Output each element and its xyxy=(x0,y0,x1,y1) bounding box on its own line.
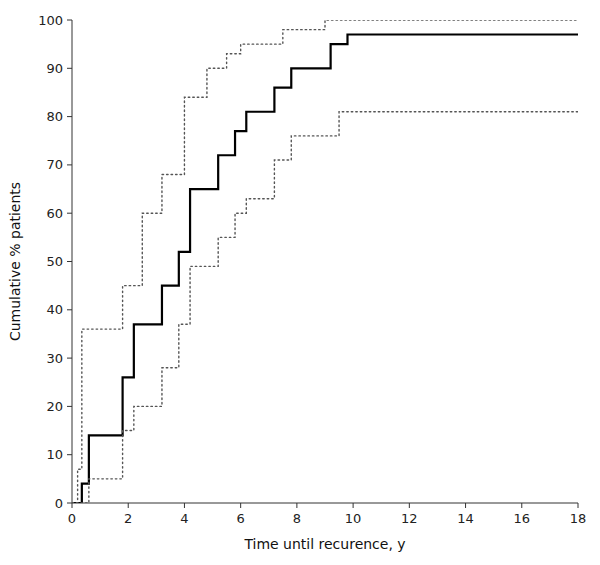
y-tick-label: 60 xyxy=(46,206,63,221)
x-tick xyxy=(521,503,522,508)
y-tick-label: 20 xyxy=(46,399,63,414)
chart-container: 0 2 4 6 8 10 12 14 16 18 0 10 20 30 40 50 60 70 80 90 100 Tim… xyxy=(0,0,600,565)
x-tick xyxy=(240,503,241,508)
survival-curve xyxy=(72,34,578,503)
x-tick-label: 0 xyxy=(68,511,76,526)
y-tick xyxy=(67,454,72,455)
y-tick-label: 80 xyxy=(46,109,63,124)
x-axis-line xyxy=(72,503,578,504)
y-tick xyxy=(67,406,72,407)
x-tick-label: 14 xyxy=(457,511,474,526)
y-tick-label: 10 xyxy=(46,447,63,462)
y-tick xyxy=(67,68,72,69)
x-tick-label: 12 xyxy=(401,511,418,526)
y-tick-label: 30 xyxy=(46,351,63,366)
confidence-bound xyxy=(72,20,578,503)
y-tick xyxy=(67,358,72,359)
y-tick-label: 40 xyxy=(46,302,63,317)
y-tick xyxy=(67,164,72,165)
chart: 0 2 4 6 8 10 12 14 16 18 0 10 20 30 40 50 60 70 80 90 100 Tim… xyxy=(0,0,600,565)
y-tick xyxy=(67,116,72,117)
x-tick xyxy=(465,503,466,508)
y-axis-label: Cumulative % patients xyxy=(7,182,23,341)
y-tick xyxy=(67,213,72,214)
x-tick-label: 8 xyxy=(293,511,301,526)
y-tick-label: 70 xyxy=(46,157,63,172)
x-axis-label: Time until recurence, y xyxy=(243,536,405,552)
y-tick-label: 50 xyxy=(46,254,63,269)
x-tick-label: 16 xyxy=(514,511,531,526)
y-tick-label: 90 xyxy=(46,61,63,76)
confidence-bound xyxy=(72,112,578,503)
y-tick xyxy=(67,261,72,262)
x-tick xyxy=(409,503,410,508)
x-tick-label: 6 xyxy=(237,511,245,526)
y-tick xyxy=(67,309,72,310)
x-tick-label: 18 xyxy=(570,511,587,526)
x-tick-label: 2 xyxy=(124,511,132,526)
x-tick xyxy=(353,503,354,508)
x-tick xyxy=(128,503,129,508)
x-tick xyxy=(184,503,185,508)
x-tick xyxy=(296,503,297,508)
y-tick-label: 0 xyxy=(55,496,63,511)
plot-area xyxy=(72,20,578,503)
x-tick-label: 10 xyxy=(345,511,362,526)
x-tick xyxy=(72,503,73,508)
x-tick xyxy=(578,503,579,508)
y-tick-label: 100 xyxy=(38,13,63,28)
y-tick xyxy=(67,20,72,21)
x-tick-label: 4 xyxy=(180,511,188,526)
y-tick xyxy=(67,503,72,504)
